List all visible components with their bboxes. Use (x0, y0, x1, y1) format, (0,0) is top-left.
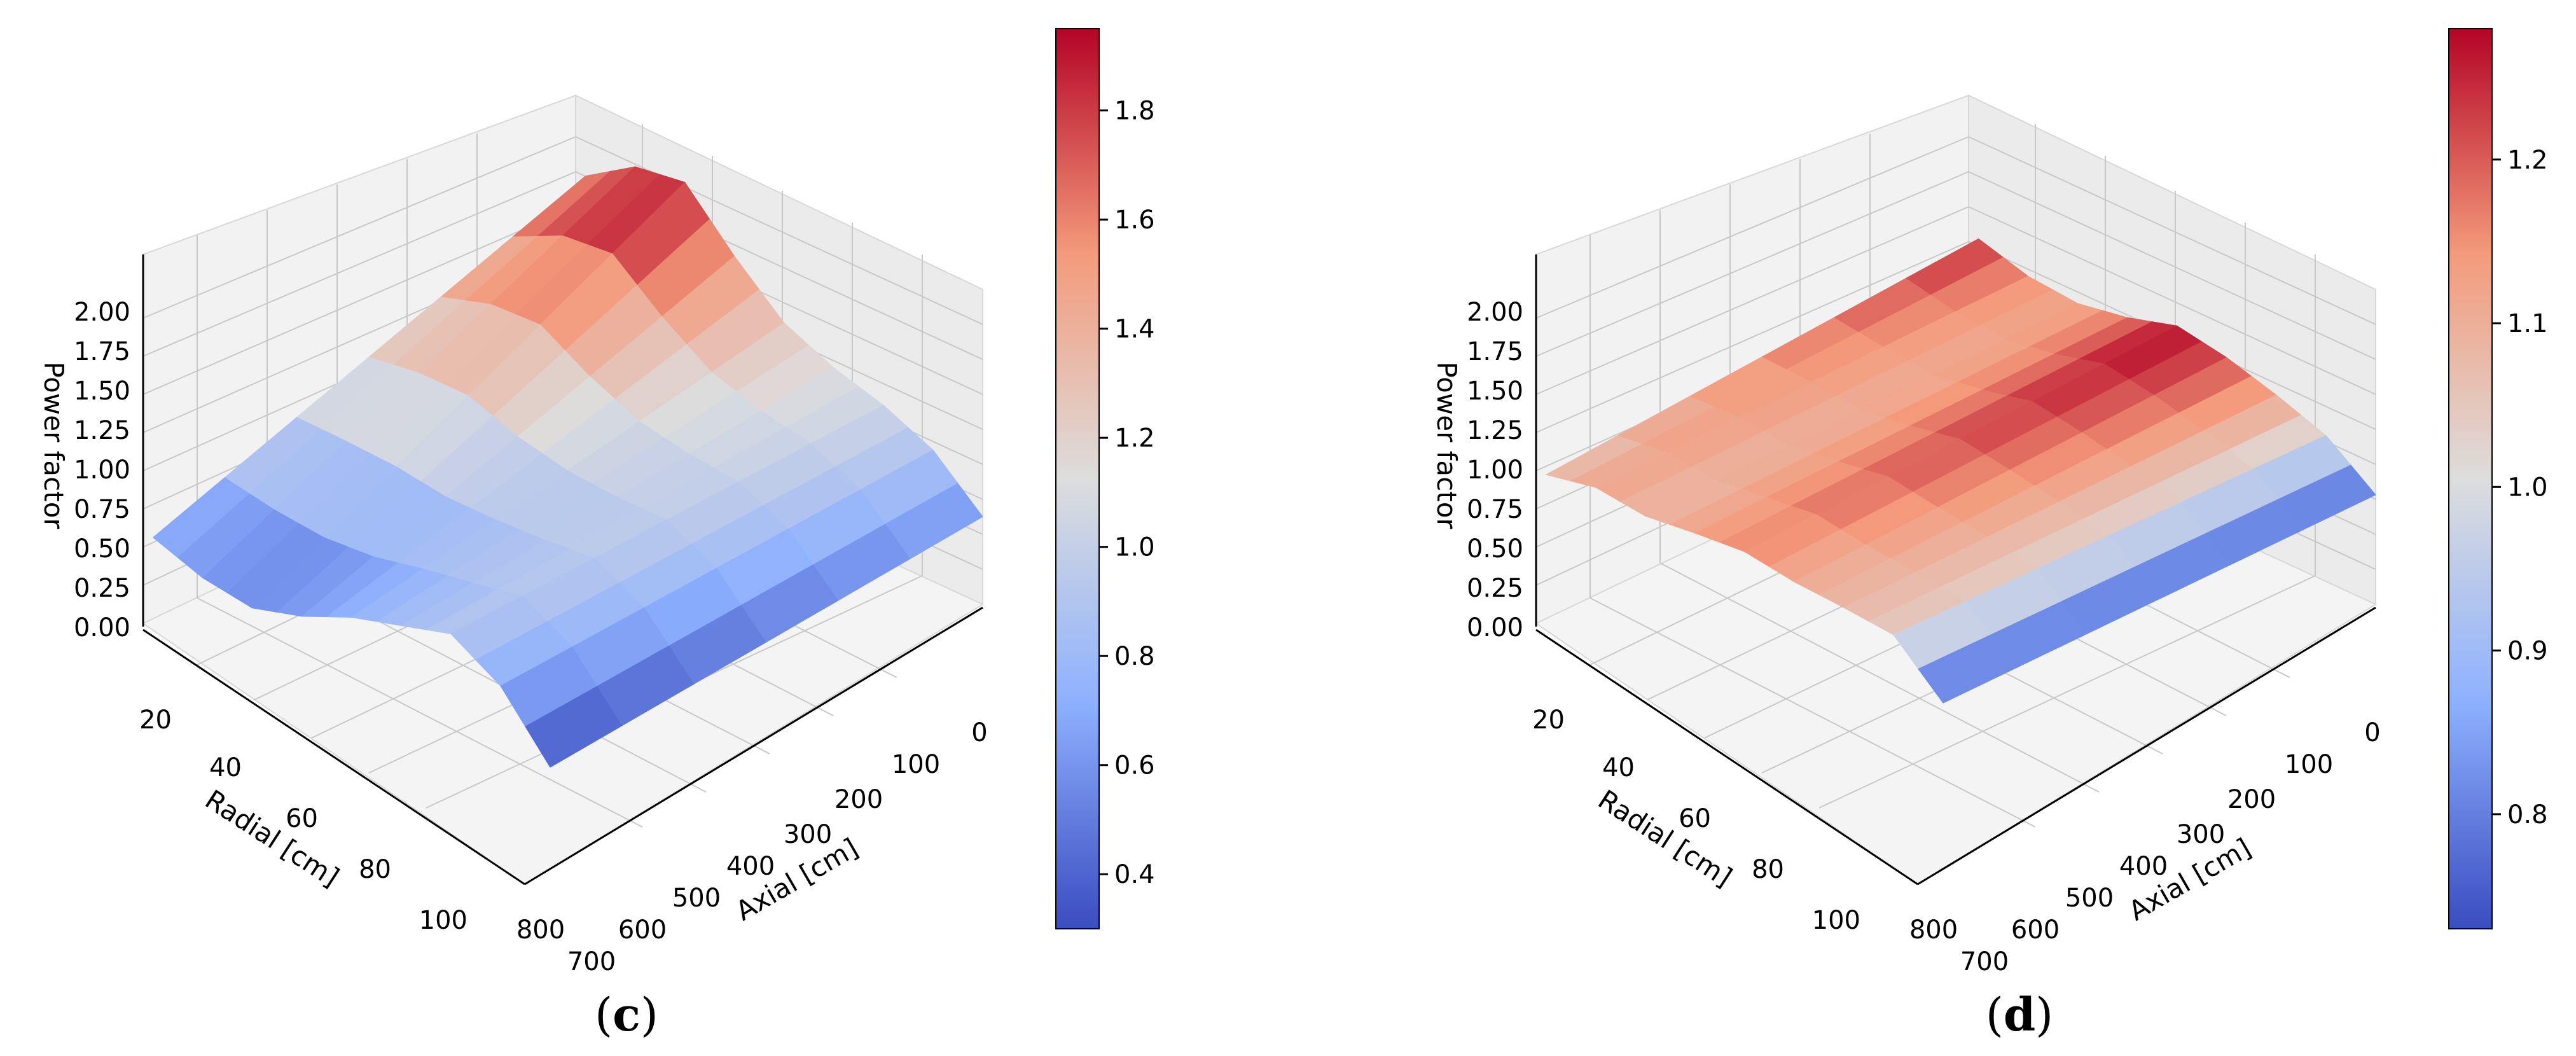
surface-patch (885, 483, 983, 559)
radial-tick-label: 40 (209, 753, 242, 782)
axial-tick-label: 800 (1909, 915, 1958, 945)
axial-tick-label: 200 (834, 785, 883, 814)
axial-tick-label: 700 (1960, 947, 2009, 976)
axial-tick-label: 500 (672, 884, 721, 913)
axial-tick-label: 400 (726, 852, 775, 881)
colorbar-tick-label: 1.0 (2507, 473, 2548, 502)
axial-tick-label: 600 (618, 915, 667, 945)
axial-tick-label: 200 (2227, 785, 2276, 814)
z-tick-label: 1.75 (74, 337, 130, 366)
panel-caption: (c) (595, 987, 658, 1041)
axial-tick-label: 400 (2119, 852, 2168, 881)
colorbar-ticks-d: 0.8 0.9 1.0 1.1 1.2 (2492, 146, 2548, 830)
axial-tick-label: 0 (971, 718, 987, 747)
colorbar (2448, 28, 2493, 929)
radial-tick-label: 40 (1602, 753, 1635, 782)
radial-tick-label: 100 (419, 906, 467, 935)
axial-tick-label: 0 (2364, 718, 2380, 747)
colorbar-ticks-c: 0.4 0.6 0.8 1.0 1.2 1.4 1.6 1.8 (1099, 97, 1155, 889)
colorbar-tick-label: 0.6 (1114, 751, 1155, 781)
axial-tick-label: 700 (567, 947, 616, 976)
axial-axis-line (524, 606, 983, 886)
z-tick-label: 0.75 (74, 495, 130, 524)
axial-tick-label: 100 (2285, 750, 2333, 779)
axial-tick-label: 500 (2065, 884, 2114, 913)
axial-tick-label: 300 (2177, 820, 2225, 849)
colorbar-tick-label: 1.1 (2507, 309, 2548, 338)
colorbar-tick-label: 1.4 (1114, 315, 1155, 344)
z-tick-label: 2.00 (74, 298, 130, 327)
radial-axis-line (1535, 629, 1918, 886)
z-tick-label: 1.00 (74, 455, 130, 485)
colorbar-tick-label: 0.8 (2507, 800, 2548, 830)
z-tick-label: 0.50 (74, 534, 130, 564)
z-tick-label: 1.25 (1467, 416, 1523, 445)
colorbar-tick-label: 0.4 (1114, 860, 1155, 889)
z-tick-label: 0.75 (1467, 495, 1523, 524)
colorbar-tick-label: 1.6 (1114, 205, 1155, 235)
radial-axis-label: Radial [cm] (200, 784, 345, 893)
axial-tick-label: 100 (892, 750, 940, 779)
axial-tick-label: 600 (2011, 915, 2060, 945)
axial-tick-label: 800 (516, 915, 565, 945)
colorbar-tick-label: 1.2 (1114, 424, 1155, 453)
radial-tick-label: 60 (1679, 804, 1711, 833)
z-tick-label: 0.00 (1467, 613, 1523, 643)
radial-tick-label: 60 (286, 804, 318, 833)
colorbar-tick-label: 1.0 (1114, 533, 1155, 562)
radial-tick-label: 80 (1752, 855, 1784, 884)
z-tick-label: 1.50 (1467, 377, 1523, 406)
radial-axis-line (142, 629, 525, 886)
z-tick-label: 2.00 (1467, 298, 1523, 327)
radial-axis-label: Radial [cm] (1593, 784, 1738, 893)
z-tick-label: 0.25 (74, 574, 130, 603)
z-tick-label: 1.75 (1467, 337, 1523, 366)
z-tick-label: 0.25 (1467, 574, 1523, 603)
radial-tick-label: 20 (1532, 705, 1565, 735)
z-tick-label: 0.50 (1467, 534, 1523, 564)
z-tick-label: 0.00 (74, 613, 130, 643)
z-axis-label: Power factor (38, 361, 69, 529)
radial-tick-label: 80 (359, 855, 391, 884)
surface-d (1545, 238, 2376, 704)
z-axis-label: Power factor (1431, 361, 1462, 529)
panel-d-surface-plot: 0.00 0.25 0.50 0.75 1.00 1.25 1.50 1.75 … (1431, 28, 2548, 1041)
z-tick-label: 1.25 (74, 416, 130, 445)
colorbar (1055, 28, 1100, 929)
axial-tick-label: 300 (784, 820, 832, 849)
panel-c-surface-plot: 0.00 0.25 0.50 0.75 1.00 1.25 1.50 1.75 … (38, 28, 1155, 1041)
surface-c (152, 166, 983, 768)
z-tick-label: 1.50 (74, 377, 130, 406)
panel-caption: (d) (1986, 987, 2054, 1041)
radial-tick-label: 20 (139, 705, 172, 735)
colorbar-tick-label: 0.8 (1114, 642, 1155, 671)
z-tick-label: 1.00 (1467, 455, 1523, 485)
axial-axis-line (1917, 606, 2376, 886)
colorbar-tick-label: 0.9 (2507, 637, 2548, 666)
surface-patch (2278, 464, 2376, 531)
colorbar-tick-label: 1.2 (2507, 146, 2548, 175)
radial-tick-label: 100 (1812, 906, 1860, 935)
colorbar-tick-label: 1.8 (1114, 97, 1155, 126)
